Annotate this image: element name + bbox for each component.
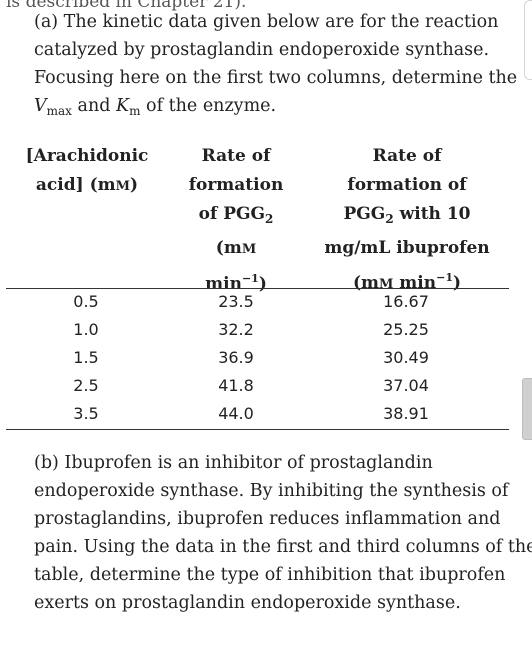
question-part-b: (b) Ibuprofen is an inhibitor of prostag… bbox=[34, 453, 532, 613]
table-cell: 32.2 bbox=[218, 320, 254, 339]
km-symbol: K bbox=[116, 96, 130, 116]
table-cell: 0.5 bbox=[73, 292, 99, 311]
table-cell: 1.5 bbox=[73, 348, 99, 367]
table-cell: 36.9 bbox=[218, 348, 254, 367]
column-header-arachidonic: [Arachidonic acid] (mM) bbox=[25, 146, 149, 195]
previous-text-fragment: is described in Chapter 21). bbox=[6, 0, 247, 12]
table-cell: 2.5 bbox=[73, 376, 99, 395]
table-cell: 3.5 bbox=[73, 404, 99, 423]
table-cell: 38.91 bbox=[383, 404, 429, 423]
part-a-intro: (a) The kinetic data given below are for… bbox=[34, 12, 518, 88]
table-header-rule bbox=[6, 288, 509, 289]
table-cell: 1.0 bbox=[73, 320, 99, 339]
table-cell: 37.04 bbox=[383, 376, 429, 395]
scroll-edge-decoration bbox=[524, 0, 532, 80]
scrollbar[interactable] bbox=[522, 0, 532, 646]
and-text: and bbox=[71, 96, 116, 116]
part-a-tail: of the enzyme. bbox=[140, 96, 277, 116]
table-cell: 30.49 bbox=[383, 348, 429, 367]
table-cell: 23.5 bbox=[218, 292, 254, 311]
table-cell: 41.8 bbox=[218, 376, 254, 395]
scrollbar-thumb[interactable] bbox=[522, 378, 532, 440]
km-subscript: m bbox=[129, 104, 141, 118]
column-header-rate-pgg2: Rate of formation of PGG2 (mM min−1) bbox=[188, 146, 284, 294]
table-cell: 25.25 bbox=[383, 320, 429, 339]
question-part-a: (a) The kinetic data given below are for… bbox=[6, 8, 532, 125]
table-bottom-rule bbox=[6, 429, 509, 430]
table-cell: 44.0 bbox=[218, 404, 254, 423]
vmax-symbol: V bbox=[34, 96, 47, 116]
column-header-rate-ibuprofen: Rate of formation of PGG2 with 10 mg/mL … bbox=[324, 146, 490, 293]
table-cell: 16.67 bbox=[383, 292, 429, 311]
vmax-subscript: max bbox=[46, 104, 72, 118]
